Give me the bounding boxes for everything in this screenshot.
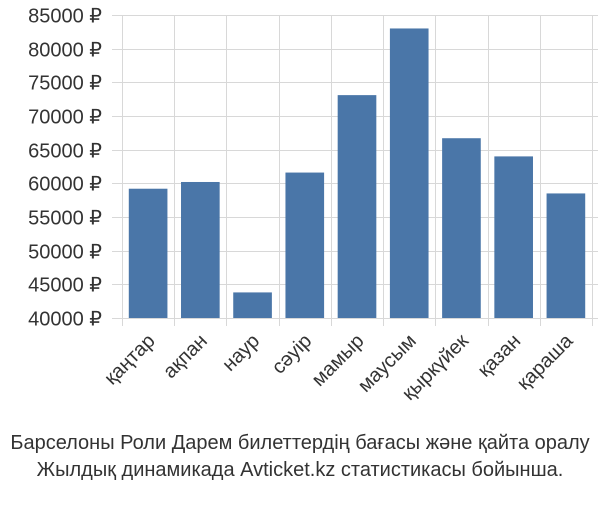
bar-8: [546, 193, 586, 318]
y-tick-label: 80000 ₽: [28, 40, 102, 62]
y-tick-label: 40000 ₽: [28, 309, 102, 331]
y-tick-label: 60000 ₽: [28, 174, 102, 196]
y-tick-label: 45000 ₽: [28, 275, 102, 297]
bar-5: [389, 28, 429, 318]
y-tick-label: 65000 ₽: [28, 141, 102, 163]
bar-6: [442, 138, 481, 318]
bar-1: [181, 181, 220, 318]
bars: [128, 28, 586, 318]
chart-caption-line-2: Жылдық динамикада Avticket.kz статистика…: [36, 459, 564, 481]
y-axis-tick-labels: 40000 ₽ 45000 ₽ 50000 ₽ 55000 ₽ 60000 ₽ 65000…: [28, 6, 102, 331]
bar-0: [128, 188, 168, 318]
x-tick-label: қараша: [513, 329, 578, 394]
y-tick-label: 50000 ₽: [28, 242, 102, 264]
bar-7: [494, 156, 533, 318]
x-tick-label: сәуір: [268, 330, 317, 379]
chart-caption-line-1: Барселоны Роли Дарем билеттердің бағасы …: [10, 432, 590, 454]
bar-2: [233, 292, 272, 318]
x-tick-label: наур: [218, 330, 264, 376]
y-tick-label: 75000 ₽: [28, 73, 102, 95]
bar-4: [337, 95, 377, 318]
y-tick-label: 70000 ₽: [28, 107, 102, 129]
bar-3: [285, 172, 325, 318]
y-tick-label: 85000 ₽: [28, 6, 102, 28]
y-tick-label: 55000 ₽: [28, 208, 102, 230]
x-tick-label: ақпан: [159, 330, 212, 383]
x-tick-label: қаңтар: [100, 330, 159, 389]
